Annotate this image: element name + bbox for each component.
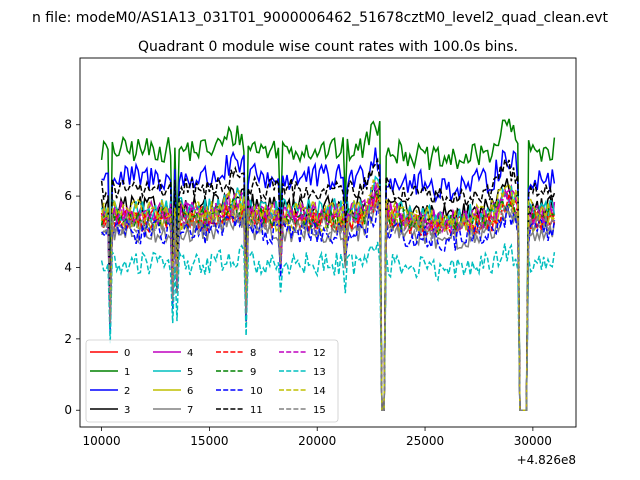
- x-tick-label: 30000: [514, 434, 552, 448]
- legend-label-module-8: 8: [250, 348, 256, 359]
- legend-label-module-5: 5: [187, 367, 193, 378]
- legend-label-module-1: 1: [124, 367, 130, 378]
- chart-suptitle: n file: modeM0/AS1A13_031T01_9000006462_…: [32, 10, 609, 26]
- legend-label-module-2: 2: [124, 386, 130, 397]
- legend-label-module-14: 14: [313, 386, 326, 397]
- legend-label-module-4: 4: [187, 348, 193, 359]
- legend-label-module-3: 3: [124, 405, 130, 416]
- legend-label-module-7: 7: [187, 405, 193, 416]
- y-tick-label: 6: [64, 189, 72, 203]
- series-line-module-15: [101, 200, 556, 411]
- legend-label-module-0: 0: [124, 348, 130, 359]
- x-tick-label: 20000: [298, 434, 336, 448]
- y-tick-label: 0: [64, 403, 72, 417]
- x-tick-label: 15000: [190, 434, 228, 448]
- legend-label-module-15: 15: [313, 405, 326, 416]
- y-tick-label: 4: [64, 260, 72, 274]
- x-axis: 10000 15000 20000 25000 30000: [82, 427, 552, 448]
- y-tick-label: 8: [64, 118, 72, 132]
- legend-label-module-10: 10: [250, 386, 263, 397]
- axes-frame: [79, 57, 577, 428]
- legend-label-module-11: 11: [250, 405, 263, 416]
- series-layer: [100, 118, 556, 411]
- y-tick-label: 2: [64, 332, 72, 346]
- legend-box: [85, 339, 339, 423]
- series-line-module-8: [100, 193, 556, 411]
- legend-label-module-9: 9: [250, 367, 256, 378]
- legend-label-module-6: 6: [187, 386, 193, 397]
- legend-label-module-12: 12: [313, 348, 326, 359]
- x-tick-label: 25000: [406, 434, 444, 448]
- legend-label-module-13: 13: [313, 367, 326, 378]
- chart-title: Quadrant 0 module wise count rates with …: [138, 39, 518, 55]
- x-tick-label: 10000: [82, 434, 120, 448]
- series-line-module-13: [100, 241, 556, 411]
- x-axis-offset-label: +4.826e8: [517, 453, 576, 467]
- series-line-module-14: [100, 178, 556, 411]
- y-axis: 0 2 4 6 8: [64, 118, 80, 417]
